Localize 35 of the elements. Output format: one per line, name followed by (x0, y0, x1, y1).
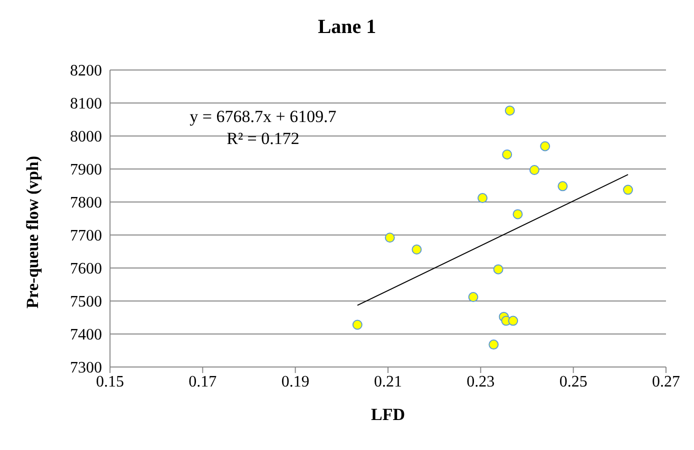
point (502, 149, 512, 160)
y-tick-label: 7500 (70, 294, 102, 311)
chart-title: Lane 1 (316, 16, 378, 39)
y-tick-label: 8100 (70, 96, 102, 113)
point (623, 184, 634, 195)
y-tick-label: 8200 (70, 62, 102, 80)
point (468, 292, 478, 302)
point (540, 141, 550, 152)
point (488, 340, 499, 350)
x-tick-label: 0.21 (374, 373, 402, 390)
y-tick-label: 7800 (70, 194, 102, 212)
point (512, 209, 523, 220)
x-tick-label: 0.23 (466, 373, 495, 390)
y-tick-label: 8000 (70, 128, 102, 146)
point (508, 316, 518, 326)
x-tick-label: 0.17 (188, 373, 217, 390)
annotation: R² = 0.172 (226, 128, 300, 150)
y-tick-label: 7900 (70, 162, 102, 179)
point (504, 106, 515, 116)
point (412, 244, 422, 255)
point (352, 320, 362, 330)
y-tick-label: 7700 (70, 228, 102, 245)
annotation: y = 6768.7x + 6109.7 (188, 106, 338, 128)
point (558, 181, 568, 192)
x-axis-title: LFD (371, 405, 405, 424)
point (529, 164, 540, 175)
x-tick-label: 0.25 (559, 373, 588, 390)
point (493, 264, 504, 274)
y-tick-label: 7400 (70, 326, 102, 344)
point (478, 193, 488, 204)
point (384, 232, 395, 243)
y-tick-label: 7600 (70, 260, 102, 278)
x-tick-label: 0.19 (281, 373, 310, 390)
y-axis-title: Pre-queue flow (vph) (23, 156, 42, 308)
x-tick-label: 0.27 (652, 373, 680, 390)
